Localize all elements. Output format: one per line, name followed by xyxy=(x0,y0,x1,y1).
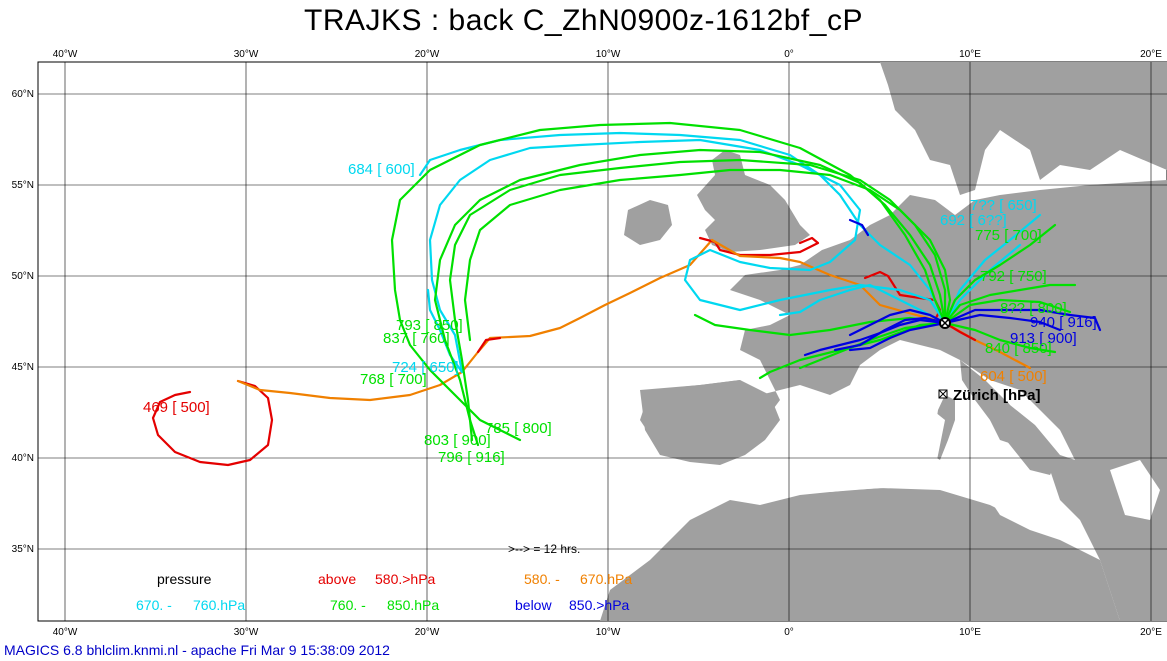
trajectory-label: 775 [ 700] xyxy=(975,227,1042,244)
trajectory-label: 940 [ 916] xyxy=(1030,314,1097,331)
lon-label-bottom: 40°W xyxy=(53,627,78,638)
trajectory-label: 469 [ 500] xyxy=(143,399,210,416)
trajectory-label: 840 [ 850] xyxy=(985,340,1052,357)
lon-label-bottom: 10°E xyxy=(959,627,981,638)
lon-label-top: 20°W xyxy=(415,49,440,60)
trajectory-blue-4 xyxy=(833,316,947,352)
trajectory-label: 692 [ 6??] xyxy=(940,212,1007,229)
lon-label-top: 40°W xyxy=(53,49,78,60)
trajectory-blue-3 xyxy=(803,318,947,357)
graticule xyxy=(38,62,1167,621)
sea-mediterranean xyxy=(760,395,1060,520)
land-ireland xyxy=(624,200,672,245)
trajectory-label: 768 [ 700] xyxy=(360,371,427,388)
station-label: Zürich [hPa] xyxy=(953,387,1041,404)
trajectory-label: 604 [ 500] xyxy=(980,368,1047,385)
land-italy xyxy=(960,360,1060,475)
trajectory-label: 793 [ 850] xyxy=(396,317,463,334)
legend-above-value: 580.>hPa xyxy=(375,571,436,587)
land xyxy=(600,62,1167,621)
time-step-note: >--> = 12 hrs. xyxy=(508,542,580,556)
trajectory-label: 724 [ 650] xyxy=(392,359,459,376)
trajectory-cyan-6 xyxy=(426,288,464,374)
land-great-britain xyxy=(697,150,810,252)
legend-title: pressure xyxy=(157,571,212,587)
trajectory-label: 837 [ 760] xyxy=(383,330,450,347)
map-title: TRAJKS : back C_ZhN0900z-1612bf_cP xyxy=(304,4,863,37)
pressure-legend: pressure above 580.>hPa 580. - 670.hPa 6… xyxy=(136,571,632,613)
trajectory-green-2 xyxy=(433,148,947,447)
trajectory-blue-7 xyxy=(848,218,870,237)
lon-label-bottom: 20°W xyxy=(415,627,440,638)
trajectory-label: 796 [ 916] xyxy=(438,449,505,466)
trajectory-green-8 xyxy=(943,321,1057,354)
lat-label: 40°N xyxy=(12,453,34,464)
lat-label: 50°N xyxy=(12,271,34,282)
lon-label-bottom: 0° xyxy=(784,627,794,638)
station-marker-zurich xyxy=(939,317,951,329)
trajectory-label: 684 [ 600] xyxy=(348,161,415,178)
trajectory-label: 803 [ 900] xyxy=(424,432,491,449)
trajectory-orange-zurich xyxy=(710,238,937,322)
legend-760-value: 850.hPa xyxy=(387,597,439,613)
trajectory-red-west xyxy=(151,379,274,467)
trajectory-blue-6 xyxy=(848,321,947,352)
legend-580-value: 670.hPa xyxy=(580,571,632,587)
legend-760: 760. - xyxy=(330,597,366,613)
trajectory-orange-west xyxy=(236,238,714,402)
lon-label-top: 0° xyxy=(784,49,794,60)
trajectory-blue-5 xyxy=(848,308,947,337)
trajectory-cyan-5 xyxy=(778,283,947,325)
land-scandinavia xyxy=(880,62,1167,195)
lat-label: 35°N xyxy=(12,544,34,555)
legend-above: above xyxy=(318,571,356,587)
trajectory-blue-1 xyxy=(943,308,1102,332)
land-europe xyxy=(640,180,1167,621)
lat-label: 60°N xyxy=(12,89,34,100)
trajectory-label: 792 [ 750] xyxy=(980,268,1047,285)
lon-label-top: 10°W xyxy=(596,49,621,60)
sea-aegean xyxy=(1110,460,1160,520)
trajectory-green-6 xyxy=(943,283,1077,325)
legend-below-value: 850.>hPa xyxy=(569,597,630,613)
trajectory-label: 7?? [ 650] xyxy=(970,197,1037,214)
lon-label-bottom: 30°W xyxy=(234,627,259,638)
legend-670-value: 760.hPa xyxy=(193,597,245,613)
trajectory-blue-2 xyxy=(943,313,1062,332)
trajectory-red-channel xyxy=(476,336,502,354)
sea-adriatic xyxy=(990,380,1075,460)
legend-670: 670. - xyxy=(136,597,172,613)
lon-label-top: 10°E xyxy=(959,49,981,60)
footer-credit: MAGICS 6.8 bhlclim.knmi.nl - apache Fri … xyxy=(4,642,390,658)
lon-label-bottom: 10°W xyxy=(596,627,621,638)
trajectory-green-7 xyxy=(943,298,1072,325)
legend-580: 580. - xyxy=(524,571,560,587)
trajectory-label: 785 [ 800] xyxy=(485,420,552,437)
trajectory-green-4 xyxy=(463,168,952,342)
trajectory-label: 913 [ 900] xyxy=(1010,330,1077,347)
trajectories xyxy=(151,121,1102,467)
lon-label-bottom: 20°E xyxy=(1140,627,1162,638)
lon-label-top: 20°E xyxy=(1140,49,1162,60)
trajectory-label: 8?? [ 800] xyxy=(1000,300,1067,317)
trajectory-green-5 xyxy=(943,223,1057,325)
station-legend-marker xyxy=(938,389,948,399)
lat-label: 45°N xyxy=(12,362,34,373)
land-north-africa xyxy=(600,487,1120,621)
land-iberia xyxy=(640,380,780,465)
trajectory-green-1 xyxy=(390,121,947,442)
lon-label-top: 30°W xyxy=(234,49,259,60)
trajectory-cyan-1 xyxy=(428,138,947,374)
trajectory-cyan-4 xyxy=(943,243,1022,325)
trajectory-red-gb xyxy=(698,236,820,257)
legend-below: below xyxy=(515,597,552,613)
trajectory-green-10 xyxy=(693,313,947,337)
lat-label: 55°N xyxy=(12,180,34,191)
